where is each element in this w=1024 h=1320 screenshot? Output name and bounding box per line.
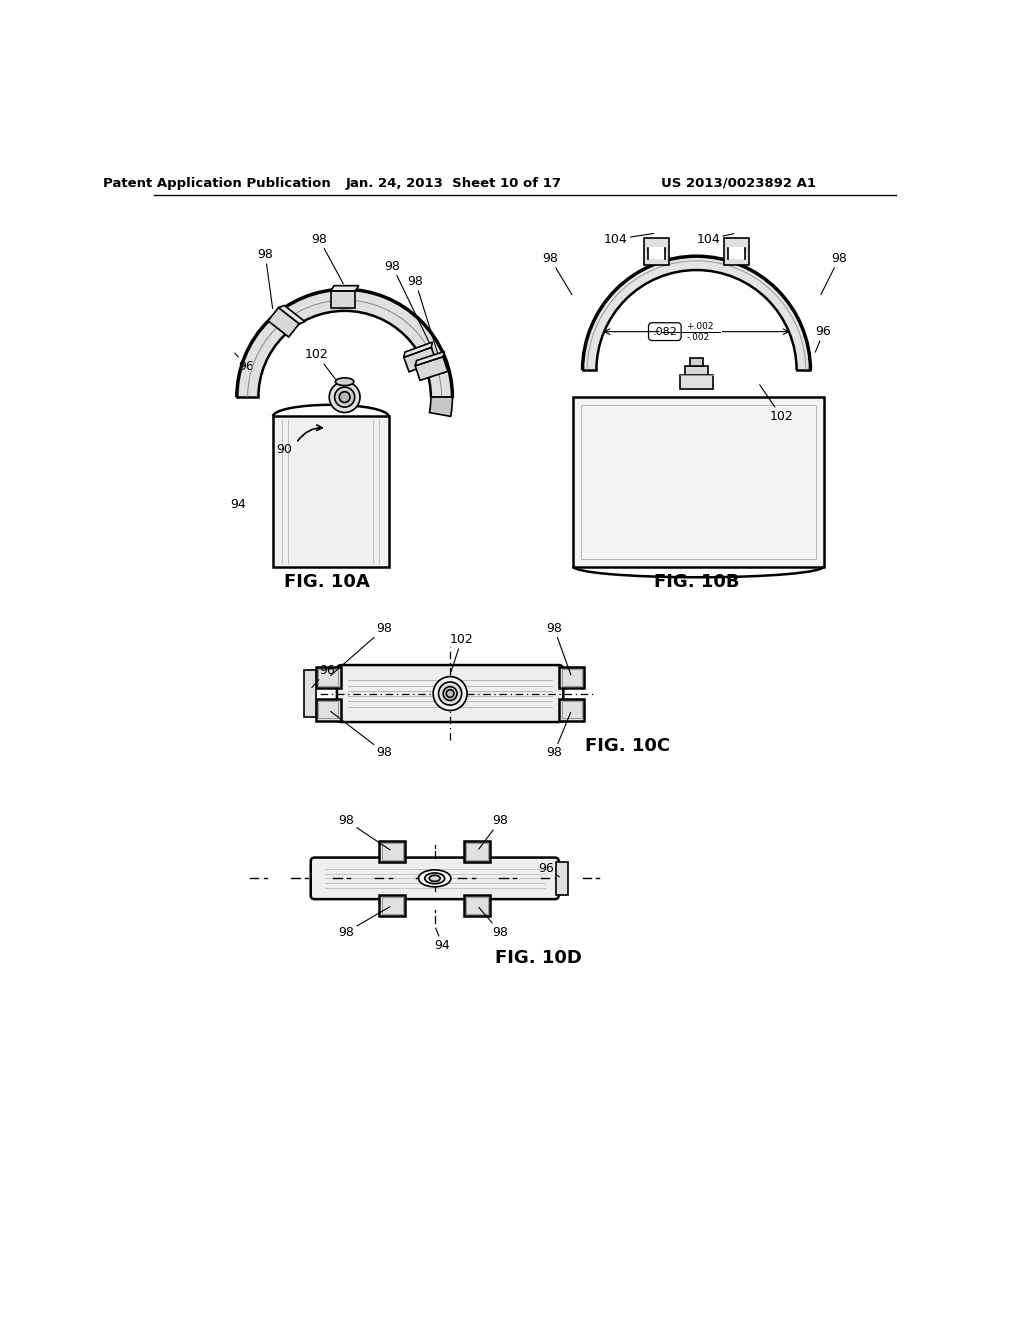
Ellipse shape [425, 873, 444, 884]
Bar [562, 701, 582, 718]
Text: 90: 90 [276, 444, 293, 455]
Polygon shape [403, 342, 432, 358]
Bar [304, 671, 316, 717]
Polygon shape [403, 347, 436, 372]
Text: Patent Application Publication: Patent Application Publication [103, 177, 331, 190]
Bar [316, 700, 341, 721]
Text: 98: 98 [546, 622, 570, 675]
Bar [318, 701, 339, 718]
Bar [466, 896, 487, 913]
Bar [316, 667, 341, 688]
Text: 98: 98 [543, 252, 571, 294]
Bar [644, 239, 669, 265]
Circle shape [438, 682, 462, 705]
Text: 98: 98 [257, 248, 273, 309]
FancyBboxPatch shape [337, 665, 563, 722]
Polygon shape [279, 305, 305, 323]
Bar [648, 247, 665, 259]
Bar [559, 700, 584, 721]
Circle shape [339, 392, 350, 403]
Ellipse shape [419, 870, 451, 887]
Text: 98: 98 [479, 907, 508, 939]
Text: Jan. 24, 2013  Sheet 10 of 17: Jan. 24, 2013 Sheet 10 of 17 [346, 177, 562, 190]
Bar [728, 247, 745, 259]
Text: US 2013/0023892 A1: US 2013/0023892 A1 [662, 177, 816, 190]
Bar [382, 843, 403, 859]
Text: 104: 104 [696, 232, 734, 246]
Text: FIG. 10A: FIG. 10A [284, 573, 370, 591]
Text: 98: 98 [331, 711, 392, 759]
Bar [338, 381, 351, 399]
Bar [689, 358, 703, 366]
Text: 98: 98 [546, 713, 570, 759]
Text: 98: 98 [338, 907, 390, 939]
Polygon shape [583, 256, 810, 370]
Text: FIG. 10C: FIG. 10C [585, 737, 670, 755]
Text: 102: 102 [760, 384, 793, 422]
Bar [685, 366, 708, 375]
Text: 98: 98 [311, 232, 343, 284]
Polygon shape [237, 289, 453, 397]
Text: 96: 96 [815, 325, 831, 352]
Text: +.002: +.002 [686, 322, 714, 331]
Bar [464, 841, 490, 862]
Bar [379, 895, 406, 916]
Text: 102: 102 [450, 634, 473, 672]
Circle shape [433, 677, 467, 710]
Polygon shape [268, 308, 299, 337]
Text: 98: 98 [479, 814, 508, 849]
Bar [559, 667, 584, 688]
Text: 104: 104 [604, 232, 653, 246]
Polygon shape [415, 356, 447, 380]
Ellipse shape [429, 875, 440, 882]
Polygon shape [331, 290, 355, 308]
Polygon shape [331, 285, 358, 290]
Bar [556, 862, 568, 895]
Bar [680, 375, 714, 388]
Polygon shape [429, 397, 453, 416]
Bar [273, 416, 388, 566]
Text: 98: 98 [384, 260, 432, 348]
Text: 96: 96 [311, 664, 335, 688]
Text: 98: 98 [331, 622, 392, 676]
Bar [318, 669, 339, 686]
Circle shape [443, 686, 457, 701]
Text: FIG. 10B: FIG. 10B [653, 573, 739, 591]
Bar [464, 895, 490, 916]
Bar [382, 896, 403, 913]
Polygon shape [415, 351, 444, 366]
Circle shape [335, 387, 354, 407]
Text: 98: 98 [821, 252, 847, 294]
Text: 96: 96 [234, 352, 254, 372]
Text: 94: 94 [230, 499, 246, 511]
Ellipse shape [336, 378, 354, 385]
Bar [562, 669, 582, 686]
Bar [724, 239, 749, 265]
Circle shape [446, 689, 454, 697]
Bar [379, 841, 406, 862]
Text: 94: 94 [434, 928, 451, 952]
Text: 98: 98 [408, 275, 443, 374]
Text: 98: 98 [338, 814, 390, 850]
FancyBboxPatch shape [310, 858, 559, 899]
Bar [581, 405, 816, 558]
Bar [573, 397, 823, 566]
Text: FIG. 10D: FIG. 10D [496, 949, 582, 966]
Text: 96: 96 [539, 862, 559, 876]
Bar [466, 843, 487, 859]
Text: 102: 102 [305, 348, 344, 391]
Text: .082: .082 [652, 326, 677, 337]
Text: -.002: -.002 [686, 333, 710, 342]
Circle shape [330, 381, 360, 413]
